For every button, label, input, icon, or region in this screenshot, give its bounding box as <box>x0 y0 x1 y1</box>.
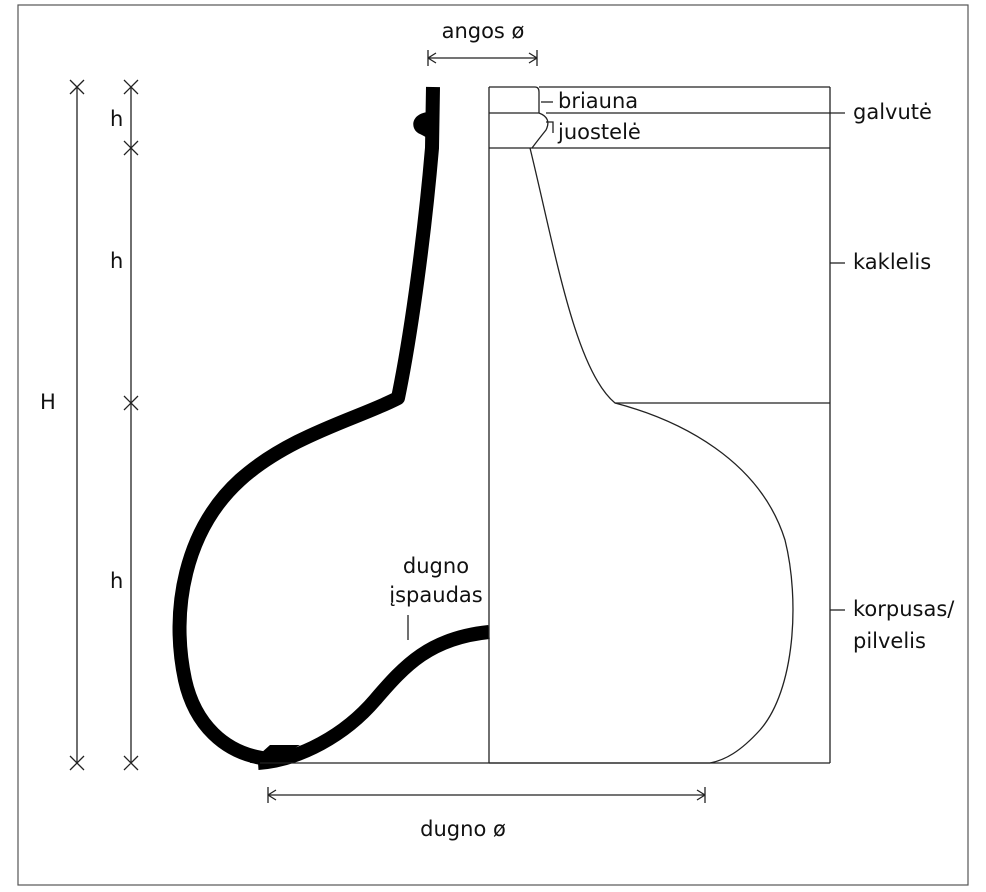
part-height-label: h <box>110 107 123 131</box>
neck-label: kaklelis <box>853 250 931 274</box>
kick-profile <box>257 625 490 770</box>
part-height-label: h <box>110 249 123 273</box>
height-label: H <box>40 390 56 414</box>
lip-bump <box>413 110 438 148</box>
base-label: dugno ø <box>420 817 506 841</box>
base-dimension <box>267 787 706 803</box>
body-label: pilvelis <box>853 629 926 653</box>
body-outline <box>489 147 794 764</box>
dimension-ticks <box>123 79 139 771</box>
opening-dimension <box>427 50 538 66</box>
frame <box>17 4 969 886</box>
kick-label: įspaudas <box>389 583 482 607</box>
label-connector <box>546 121 554 133</box>
body-label: korpusas/ <box>853 597 955 621</box>
rim-label: briauna <box>558 89 638 113</box>
head-label: galvutė <box>853 100 932 124</box>
kick-label: dugno <box>403 554 469 578</box>
rim-outline <box>489 86 540 114</box>
base-thickening <box>250 745 300 763</box>
band-label: juostelė <box>557 120 641 144</box>
opening-label: angos ø <box>442 19 525 43</box>
band-outline <box>489 112 549 149</box>
wall-profile <box>172 86 440 765</box>
part-height-label: h <box>110 569 123 593</box>
dimension-ticks <box>69 79 85 771</box>
